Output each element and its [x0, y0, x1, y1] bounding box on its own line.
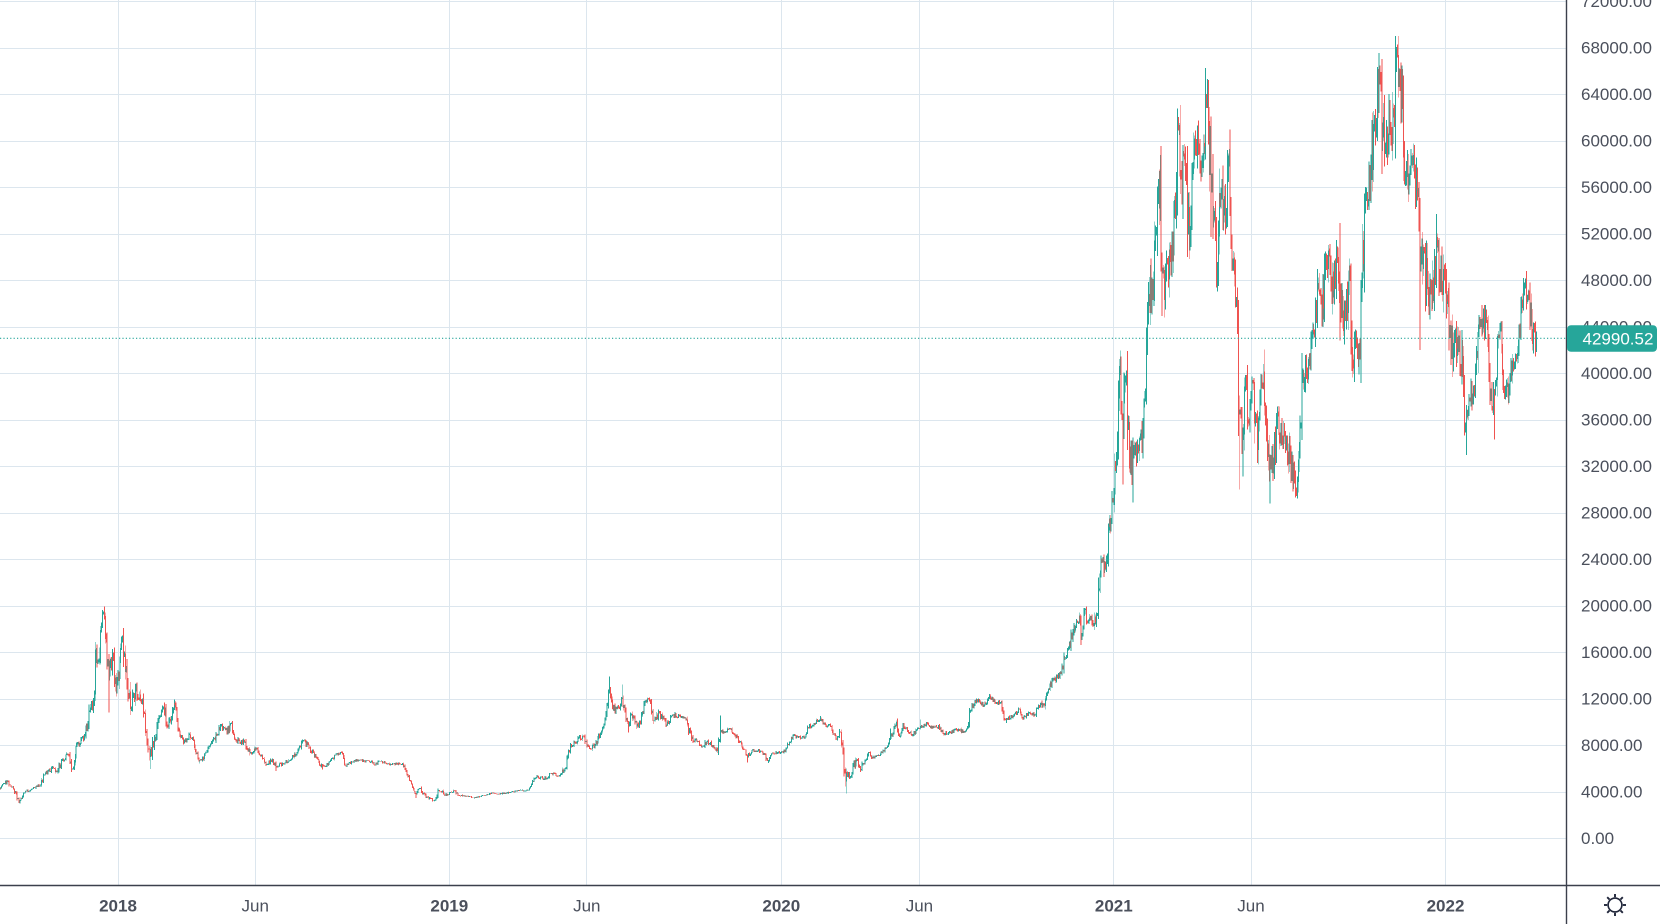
- svg-text:Jun: Jun: [573, 897, 600, 916]
- svg-text:8000.00: 8000.00: [1581, 736, 1642, 755]
- svg-text:Jun: Jun: [906, 897, 933, 916]
- svg-text:20000.00: 20000.00: [1581, 597, 1652, 616]
- svg-text:64000.00: 64000.00: [1581, 85, 1652, 104]
- svg-text:24000.00: 24000.00: [1581, 550, 1652, 569]
- svg-text:40000.00: 40000.00: [1581, 364, 1652, 383]
- svg-text:72000.00: 72000.00: [1581, 0, 1652, 11]
- svg-text:2022: 2022: [1427, 897, 1465, 916]
- svg-text:2021: 2021: [1095, 897, 1133, 916]
- svg-text:Jun: Jun: [1237, 897, 1264, 916]
- svg-text:2019: 2019: [430, 897, 468, 916]
- svg-text:2020: 2020: [762, 897, 800, 916]
- svg-text:2018: 2018: [99, 897, 137, 916]
- svg-text:60000.00: 60000.00: [1581, 132, 1652, 151]
- svg-text:56000.00: 56000.00: [1581, 178, 1652, 197]
- svg-text:Jun: Jun: [241, 897, 268, 916]
- svg-text:36000.00: 36000.00: [1581, 411, 1652, 430]
- svg-text:42990.52: 42990.52: [1583, 330, 1654, 349]
- svg-text:52000.00: 52000.00: [1581, 225, 1652, 244]
- svg-text:4000.00: 4000.00: [1581, 783, 1642, 802]
- svg-text:16000.00: 16000.00: [1581, 643, 1652, 662]
- svg-text:32000.00: 32000.00: [1581, 457, 1652, 476]
- svg-text:12000.00: 12000.00: [1581, 690, 1652, 709]
- svg-text:28000.00: 28000.00: [1581, 504, 1652, 523]
- svg-text:68000.00: 68000.00: [1581, 39, 1652, 58]
- svg-text:0.00: 0.00: [1581, 829, 1614, 848]
- svg-text:48000.00: 48000.00: [1581, 271, 1652, 290]
